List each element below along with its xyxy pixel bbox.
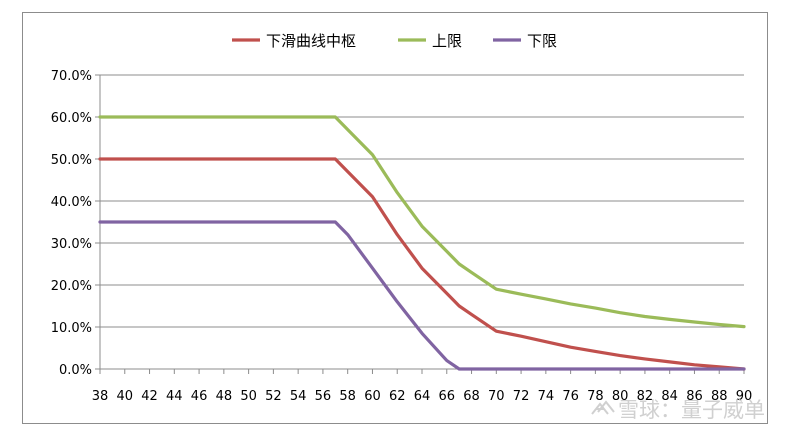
- x-tick-label: 66: [438, 389, 455, 404]
- y-tick-label: 10.0%: [51, 321, 92, 336]
- y-tick-label: 0.0%: [59, 363, 92, 378]
- x-tick-label: 46: [191, 389, 208, 404]
- x-tick-label: 64: [414, 389, 431, 404]
- x-tick-label: 72: [513, 389, 530, 404]
- y-tick-label: 20.0%: [51, 279, 92, 294]
- x-tick-label: 74: [538, 389, 555, 404]
- gridlines: [100, 74, 744, 328]
- y-tick-label: 60.0%: [51, 111, 92, 126]
- x-tick-label: 82: [637, 389, 654, 404]
- y-tick-label: 40.0%: [51, 195, 92, 210]
- x-tick-label: 38: [92, 389, 109, 404]
- x-tick-label: 70: [488, 389, 505, 404]
- x-tick-label: 84: [661, 389, 678, 404]
- watermark: 雪球：量子威单: [591, 398, 765, 422]
- x-tick-label: 44: [166, 389, 183, 404]
- x-tick-label: 56: [315, 389, 332, 404]
- legend-label: 上限: [432, 32, 462, 50]
- y-tick-label: 50.0%: [51, 153, 92, 168]
- x-tick-label: 68: [463, 389, 480, 404]
- x-tick-label: 86: [686, 389, 703, 404]
- x-tick-label: 58: [339, 389, 356, 404]
- y-tick-label: 70.0%: [51, 69, 92, 84]
- watermark-text: 雪球：量子威单: [618, 398, 765, 422]
- x-tick-label: 42: [141, 389, 158, 404]
- x-tick-label: 62: [389, 389, 406, 404]
- x-tick-label: 90: [736, 389, 753, 404]
- chart-frame: [22, 12, 768, 424]
- x-tick-label: 54: [290, 389, 307, 404]
- x-tick-label: 76: [562, 389, 579, 404]
- x-tick-label: 60: [364, 389, 381, 404]
- series-line-2: [98, 220, 746, 371]
- series-line-1: [98, 115, 746, 329]
- x-tick-label: 50: [240, 389, 257, 404]
- x-tick-label: 52: [265, 389, 282, 404]
- series-line-0: [98, 157, 746, 371]
- y-tick-label: 30.0%: [51, 237, 92, 252]
- x-axis: 38 40 42 44 46 48 50 52 54 56 58 60 62 64 66 68 70 72 74 76…: [92, 368, 753, 404]
- x-tick-label: 40: [116, 389, 133, 404]
- x-tick-label: 80: [612, 389, 629, 404]
- legend-item-1: 上限: [398, 32, 462, 50]
- legend: 下滑曲线中枢 上限 下限: [232, 32, 557, 50]
- x-tick-label: 78: [587, 389, 604, 404]
- legend-label: 下限: [527, 32, 557, 50]
- legend-item-2: 下限: [493, 32, 557, 50]
- x-tick-label: 48: [216, 389, 233, 404]
- legend-label: 下滑曲线中枢: [266, 32, 356, 50]
- y-axis: 0.0% 10.0% 20.0% 30.0% 40.0% 50.0% 60.0% 70.0%: [51, 69, 101, 378]
- snowball-logo-icon: [591, 400, 615, 415]
- x-tick-label: 88: [711, 389, 728, 404]
- legend-item-0: 下滑曲线中枢: [232, 32, 356, 50]
- series-lines: [98, 115, 746, 371]
